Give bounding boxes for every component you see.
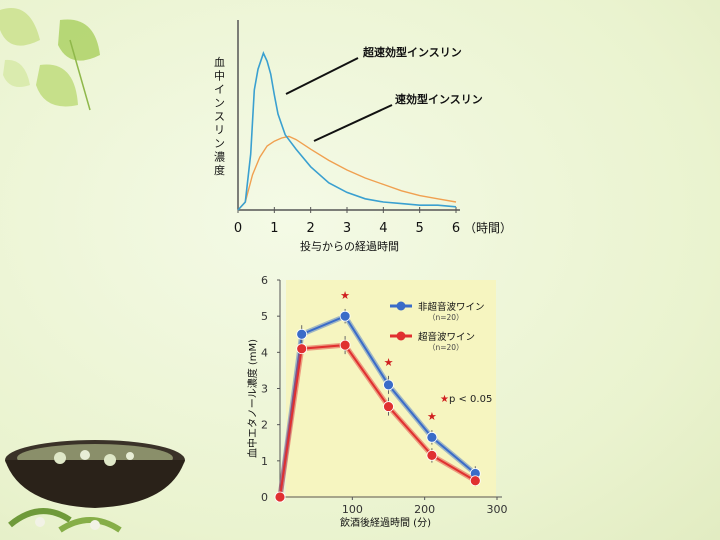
ethanol-y-tick-label: 6: [261, 274, 268, 287]
insulin-x-tick-label: 2: [307, 221, 315, 236]
legend-swatch-marker: [396, 301, 406, 311]
ethanol-data-point: [426, 450, 438, 461]
ethanol-x-axis-label: 飲酒後経過時間 (分): [340, 516, 431, 529]
significance-star: ★: [340, 289, 350, 302]
legend-label: 非超音波ワイン: [418, 301, 485, 313]
legend-label: 超音波ワイン: [418, 331, 475, 343]
insulin-x-tick-label: 1: [270, 221, 278, 236]
ultra-rapid-insulin-line: [237, 51, 457, 211]
insulin-x-unit-label: （時間）: [464, 221, 512, 235]
insulin-x-axis-label: 投与からの経過時間: [300, 239, 399, 253]
ethanol-y-axis-label: 血中エタノール濃度 (mM): [246, 339, 259, 458]
ethanol-data-point: [339, 339, 351, 351]
ethanol-y-tick-label: 2: [261, 419, 268, 432]
insulin-chart: 0 1 2 3 4 5 6 （時間） 超速効型インスリン 速効型インスリン 血中インスリン濃度…: [214, 20, 512, 253]
ethanol-data-point: [339, 310, 351, 322]
significance-star: ★: [384, 356, 394, 369]
ethanol-data-point: [469, 475, 481, 487]
insulin-y-axis-label: 血中インスリン濃度: [214, 55, 225, 177]
ethanol-data-point: [383, 401, 394, 412]
ethanol-series-line-1: [279, 344, 476, 498]
ethanol-y-tick-label: 0: [261, 491, 268, 504]
rapid-label: 速効型インスリン: [395, 92, 483, 106]
ethanol-y-tick-label: 4: [261, 346, 268, 359]
ethanol-data-point: [426, 431, 438, 443]
leaf-decoration-top-left: [0, 8, 100, 111]
insulin-x-tick-label: 4: [379, 221, 387, 236]
ethanol-y-tick-label: 3: [261, 383, 268, 396]
ethanol-y-tick-label: 5: [261, 310, 268, 323]
ultra-rapid-pointer: [285, 57, 359, 95]
insulin-x-tick-label: 3: [343, 221, 351, 236]
ethanol-y-tick-label: 1: [261, 455, 268, 468]
legend-swatch-marker: [396, 331, 406, 341]
significance-label: ★p < 0.05: [440, 394, 492, 405]
legend-n-label: （n=20）: [428, 343, 464, 352]
ethanol-x-tick-label: 200: [414, 503, 435, 516]
rapid-pointer: [313, 104, 393, 142]
rapid-acting-insulin-line: [237, 135, 457, 211]
legend-n-label: （n=20）: [428, 313, 464, 322]
ethanol-x-tick-label: 100: [342, 503, 363, 516]
ethanol-data-point: [296, 328, 308, 340]
tea-bowl-decoration: [5, 440, 185, 533]
ethanol-data-point: [383, 379, 394, 391]
insulin-x-tick-label: 5: [416, 221, 424, 236]
ethanol-data-point: [274, 491, 286, 503]
ultra-rapid-label: 超速効型インスリン: [362, 45, 462, 59]
significance-star: ★: [427, 410, 437, 423]
insulin-x-tick-label: 6: [452, 221, 460, 236]
insulin-x-tick-label: 0: [234, 221, 242, 236]
ethanol-series-line-0: [279, 314, 476, 498]
ethanol-data-point: [296, 343, 308, 355]
ethanol-x-tick-label: 300: [487, 503, 508, 516]
